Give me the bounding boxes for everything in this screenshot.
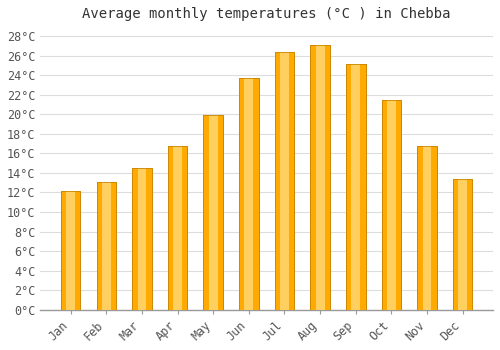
Bar xyxy=(239,78,258,310)
Bar xyxy=(352,64,360,310)
Bar xyxy=(346,64,366,310)
Bar xyxy=(274,52,294,310)
Bar xyxy=(96,182,116,310)
Bar xyxy=(173,147,182,310)
Bar xyxy=(422,146,432,310)
Bar xyxy=(310,45,330,310)
Bar xyxy=(453,179,472,310)
Bar xyxy=(382,100,401,310)
Bar xyxy=(346,64,366,310)
Bar xyxy=(239,78,258,310)
Bar xyxy=(244,78,254,310)
Bar xyxy=(209,115,218,310)
Bar xyxy=(61,191,80,310)
Bar xyxy=(204,115,223,310)
Bar xyxy=(132,168,152,310)
Bar xyxy=(66,191,75,310)
Bar xyxy=(204,115,223,310)
Title: Average monthly temperatures (°C ) in Chebba: Average monthly temperatures (°C ) in Ch… xyxy=(82,7,451,21)
Bar xyxy=(280,52,289,310)
Bar xyxy=(96,182,116,310)
Bar xyxy=(453,179,472,310)
Bar xyxy=(132,168,152,310)
Bar xyxy=(417,146,437,310)
Bar xyxy=(382,100,401,310)
Bar xyxy=(458,179,467,310)
Bar xyxy=(316,45,324,310)
Bar xyxy=(274,52,294,310)
Bar xyxy=(417,146,437,310)
Bar xyxy=(102,182,110,310)
Bar xyxy=(168,147,188,310)
Bar xyxy=(138,168,146,310)
Bar xyxy=(310,45,330,310)
Bar xyxy=(168,147,188,310)
Bar xyxy=(61,191,80,310)
Bar xyxy=(387,100,396,310)
